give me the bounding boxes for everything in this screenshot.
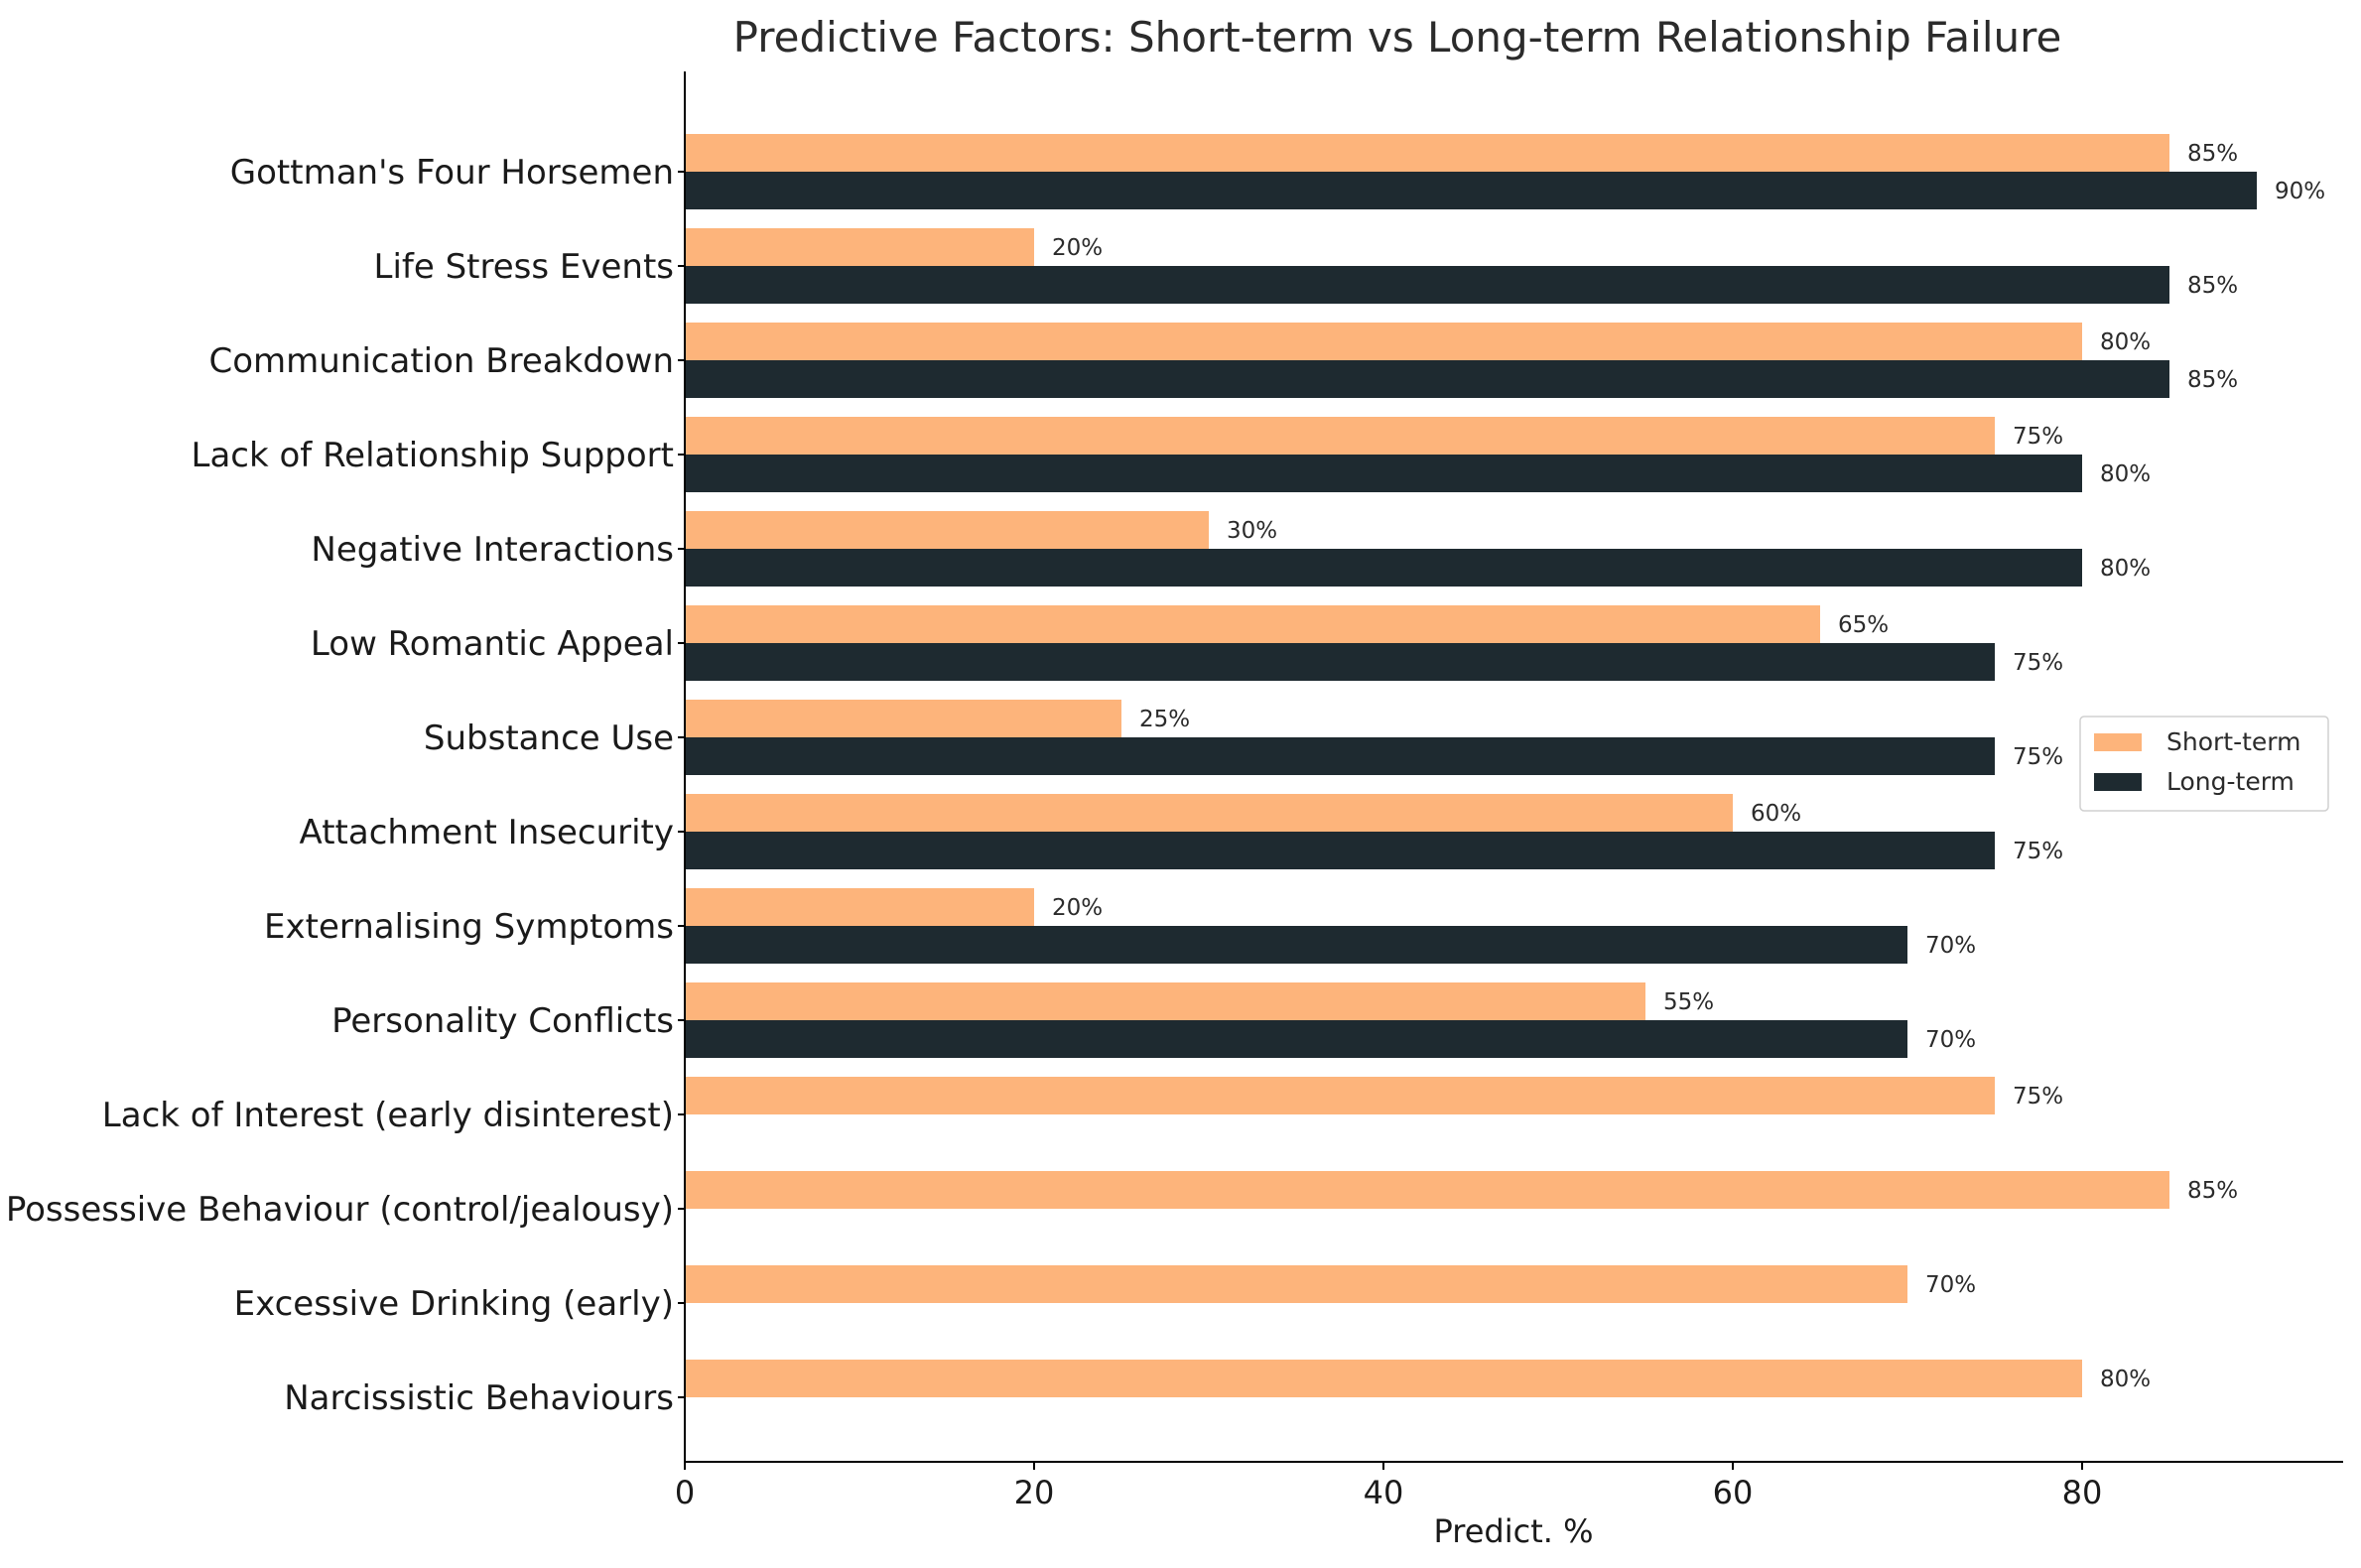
long-term-bar [685,266,2169,304]
category-label: Personality Conflicts [331,1001,674,1041]
legend-swatch [2094,773,2142,791]
category-label: Attachment Insecurity [300,813,674,852]
legend-label: Long-term [2166,767,2295,796]
short-term-bar [685,1265,1907,1303]
short-term-bar [685,323,2082,360]
short-term-value-label: 25% [1139,707,1190,732]
legend-swatch [2094,733,2142,751]
category-label: Externalising Symptoms [264,907,674,947]
long-term-bar [685,172,2257,209]
short-term-bar [685,888,1034,926]
short-term-value-label: 55% [1663,989,1714,1015]
axes-layer: 0 20 40 60 80 [675,71,2343,1511]
category-label: Possessive Behaviour (control/jealousy) [6,1190,674,1230]
long-term-value-label: 70% [1925,933,1976,959]
long-term-value-label: 75% [2013,744,2063,770]
short-term-bar [685,1360,2082,1397]
long-term-bar [685,455,2082,492]
short-term-value-label: 85% [2187,1178,2238,1204]
legend-label: Short-term [2166,727,2301,756]
category-label: Lack of Interest (early disinterest) [102,1096,674,1135]
short-term-value-label: 80% [2100,329,2151,355]
long-term-value-label: 80% [2100,556,2151,582]
long-term-value-label: 75% [2013,839,2063,864]
long-term-bar [685,643,1995,681]
short-term-bar [685,700,1121,737]
short-term-bar [685,417,1995,455]
long-term-bar [685,737,1995,775]
long-term-bar [685,360,2169,398]
x-tick-label: 60 [1713,1474,1754,1511]
short-term-value-label: 75% [2013,1084,2063,1110]
short-term-bar [685,134,2169,172]
category-label: Lack of Relationship Support [192,436,674,475]
category-label: Low Romantic Appeal [311,624,674,664]
short-term-bar [685,228,1034,266]
short-term-value-label: 65% [1838,612,1889,638]
chart-title: Predictive Factors: Short-term vs Long-t… [733,13,2062,62]
long-term-bar [685,1020,1907,1058]
x-tick-label: 0 [675,1474,695,1511]
long-term-value-label: 70% [1925,1027,1976,1053]
category-label: Substance Use [424,719,674,758]
bars-layer [685,134,2257,1397]
legend: Short-term Long-term [2079,716,2329,812]
short-term-value-label: 30% [1227,518,1277,544]
long-term-bar [685,549,2082,587]
category-label: Gottman's Four Horsemen [230,153,674,193]
long-term-value-label: 90% [2275,179,2325,204]
long-term-value-label: 80% [2100,461,2151,487]
short-term-value-label: 70% [1925,1272,1976,1298]
short-term-value-label: 85% [2187,141,2238,167]
x-axis-label: Predict. % [1434,1512,1594,1550]
long-term-value-label: 85% [2187,367,2238,393]
short-term-value-label: 60% [1751,801,1801,827]
long-term-value-label: 85% [2187,273,2238,299]
category-label: Narcissistic Behaviours [284,1378,674,1418]
short-term-value-label: 80% [2100,1367,2151,1392]
x-tick-label: 80 [2062,1474,2103,1511]
legend-frame [2079,716,2329,812]
short-term-bar [685,982,1645,1020]
category-label: Negative Interactions [311,530,674,570]
x-tick-label: 20 [1014,1474,1055,1511]
short-term-bar [685,1171,2169,1209]
category-label: Communication Breakdown [208,341,674,381]
long-term-bar [685,832,1995,869]
short-term-value-label: 20% [1052,235,1103,261]
short-term-bar [685,511,1209,549]
short-term-value-label: 20% [1052,895,1103,921]
value-labels-layer: 85% 90% 20% 85% 80% 85% 75% 80% 30% 80% 65% 75% 25% 7… [1052,141,2325,1392]
short-term-bar [685,794,1733,832]
short-term-value-label: 75% [2013,424,2063,450]
category-label: Life Stress Events [374,247,675,287]
category-labels-layer: Gottman's Four Horsemen Life Stress Event… [6,153,674,1418]
long-term-value-label: 75% [2013,650,2063,676]
long-term-bar [685,926,1907,964]
category-label: Excessive Drinking (early) [234,1284,674,1324]
x-tick-label: 40 [1364,1474,1404,1511]
short-term-bar [685,605,1820,643]
short-term-bar [685,1077,1995,1114]
